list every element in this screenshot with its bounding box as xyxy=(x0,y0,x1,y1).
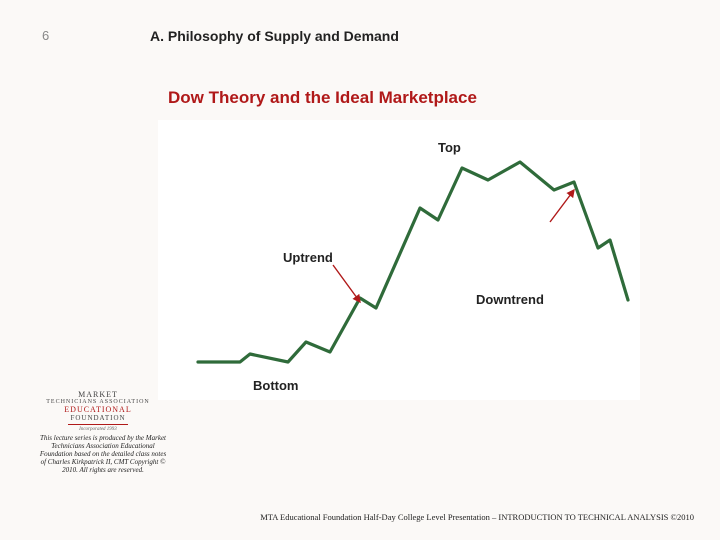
trend-chart xyxy=(158,120,640,420)
section-title: A. Philosophy of Supply and Demand xyxy=(150,28,399,44)
page-number: 6 xyxy=(42,28,49,43)
logo-rule xyxy=(68,424,128,425)
label-uptrend: Uptrend xyxy=(283,250,333,265)
logo-line: MARKET xyxy=(38,390,158,399)
label-top: Top xyxy=(438,140,461,155)
disclaimer-text: This lecture series is produced by the M… xyxy=(38,434,168,474)
footer-text: MTA Educational Foundation Half-Day Coll… xyxy=(260,512,694,522)
label-bottom: Bottom xyxy=(253,378,299,393)
logo-line: EDUCATIONAL xyxy=(38,405,158,414)
chart-panel: Top Uptrend Downtrend Bottom xyxy=(158,120,640,400)
logo-line: FOUNDATION xyxy=(38,414,158,422)
mta-logo: MARKET TECHNICIANS ASSOCIATION EDUCATION… xyxy=(38,390,158,432)
slide-title: Dow Theory and the Ideal Marketplace xyxy=(168,88,477,108)
label-downtrend: Downtrend xyxy=(476,292,544,307)
logo-inc: Incorporated 1993 xyxy=(38,427,158,432)
